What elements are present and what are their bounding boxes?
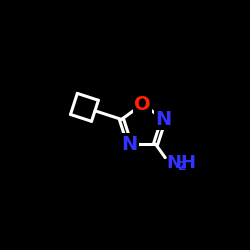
Text: 2: 2 [178, 160, 186, 173]
Text: NH: NH [166, 154, 196, 172]
Text: N: N [156, 110, 172, 129]
Text: N: N [122, 135, 138, 154]
Text: O: O [134, 94, 151, 114]
